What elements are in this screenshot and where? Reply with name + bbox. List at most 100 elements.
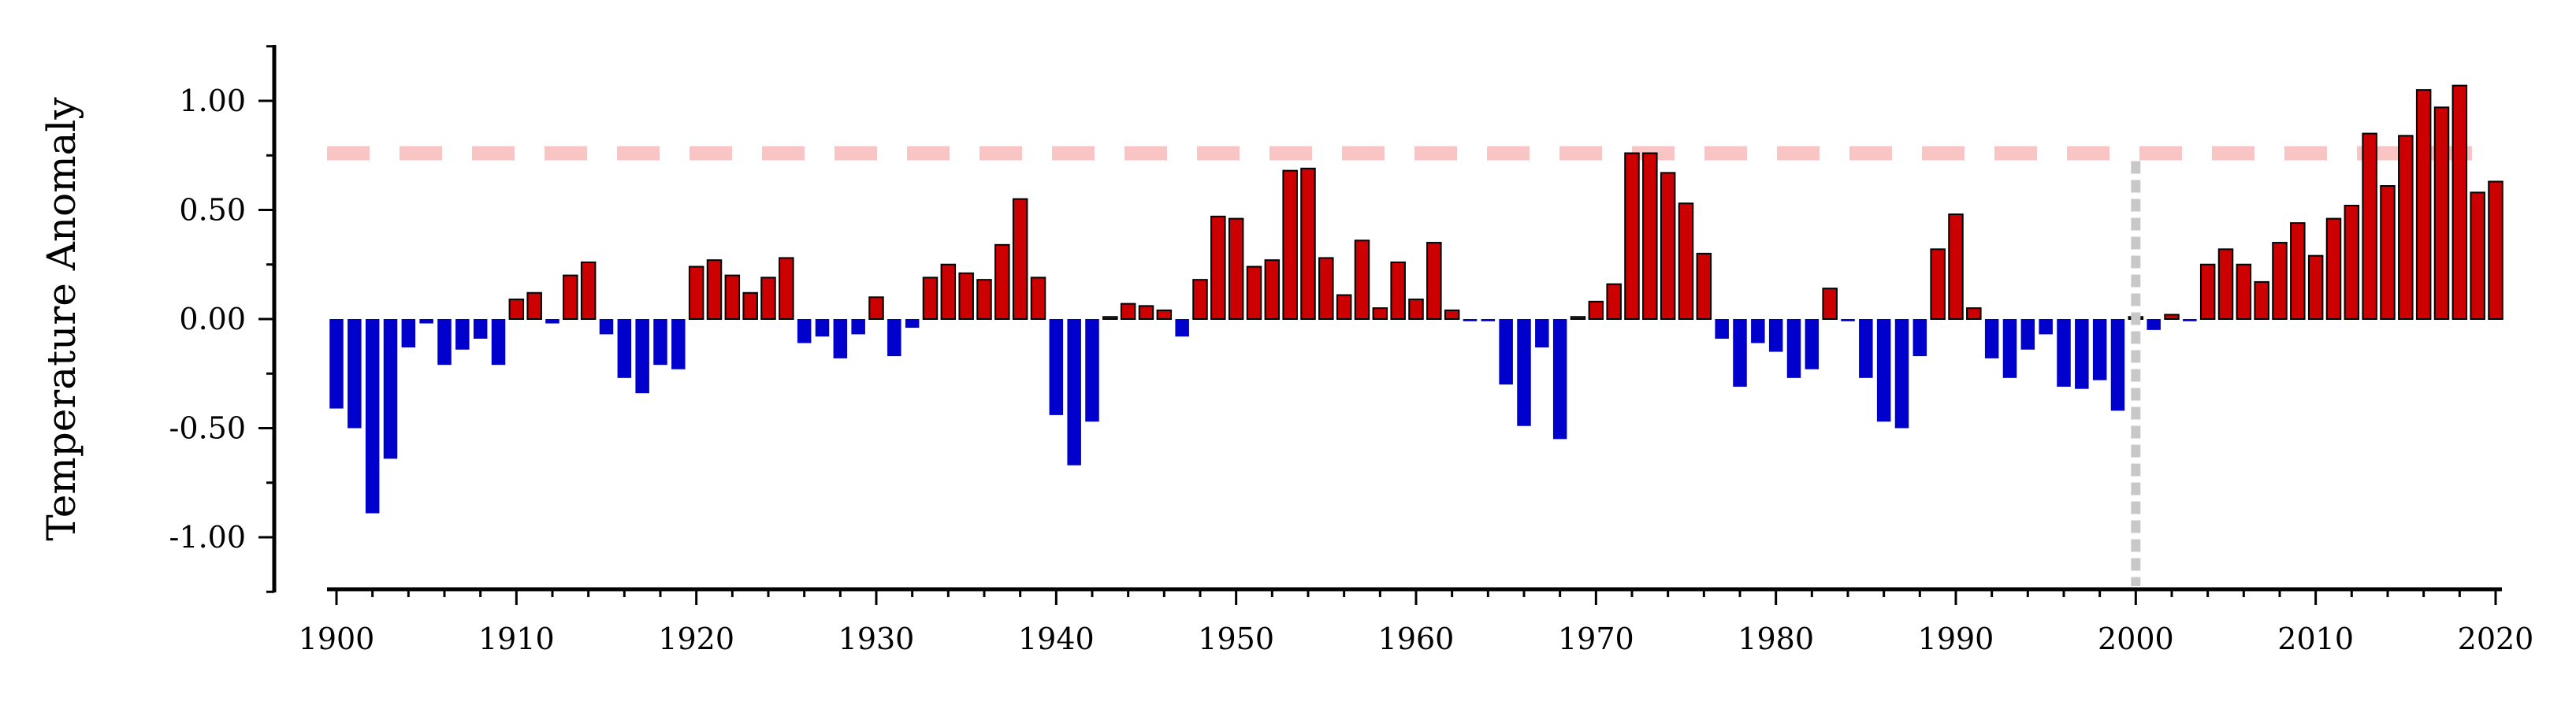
bar-1957 <box>1354 239 1370 320</box>
bar-2005 <box>2217 248 2234 320</box>
bar-1931 <box>887 319 901 357</box>
bar-1960 <box>1408 299 1424 321</box>
bar-1906 <box>437 319 452 366</box>
bar-1904 <box>401 319 416 348</box>
bar-1913 <box>563 274 578 321</box>
y-tick-label: 0.50 <box>179 193 246 228</box>
bar-1984 <box>1841 319 1855 321</box>
bar-1946 <box>1156 309 1173 321</box>
bar-1985 <box>1859 319 1873 378</box>
x-tick-label: 2010 <box>2277 622 2354 656</box>
bar-1971 <box>1606 283 1622 320</box>
x-tick-label: 1980 <box>1738 622 1814 656</box>
bar-1989 <box>1930 248 1946 320</box>
bar-1945 <box>1138 305 1154 321</box>
x-tick-label: 1940 <box>1018 622 1095 656</box>
bar-1938 <box>1012 198 1028 320</box>
bar-1918 <box>653 319 667 366</box>
bar-1928 <box>833 319 848 358</box>
bar-1970 <box>1588 300 1604 320</box>
bar-1925 <box>779 257 794 320</box>
bar-2013 <box>2362 132 2377 320</box>
bar-1975 <box>1678 202 1694 320</box>
x-tick-label: 2000 <box>2098 622 2174 656</box>
bar-1972 <box>1624 152 1640 320</box>
x-tick-label: 1930 <box>838 622 915 656</box>
bar-1959 <box>1390 261 1406 321</box>
bar-2003 <box>2183 319 2197 321</box>
bar-1934 <box>940 263 957 320</box>
bar-1964 <box>1481 319 1496 321</box>
bar-1997 <box>2075 319 2089 389</box>
bar-2002 <box>2164 314 2180 320</box>
bar-1987 <box>1894 319 1909 429</box>
bar-1930 <box>868 296 884 320</box>
bar-1917 <box>635 319 649 394</box>
bar-1958 <box>1372 307 1388 320</box>
x-tick-label: 1920 <box>658 622 734 656</box>
bar-2012 <box>2344 204 2360 320</box>
bar-1920 <box>688 265 704 320</box>
y-tick-label: -1.00 <box>169 520 246 555</box>
bar-1947 <box>1175 319 1189 337</box>
bar-1953 <box>1282 169 1298 320</box>
bar-1940 <box>1049 319 1064 415</box>
bar-1996 <box>2057 319 2071 387</box>
bar-1968 <box>1552 319 1567 440</box>
bar-1905 <box>419 319 433 324</box>
bar-1916 <box>617 319 632 378</box>
bar-1915 <box>599 319 614 335</box>
bar-1903 <box>383 319 398 459</box>
bar-1967 <box>1535 319 1549 348</box>
x-tick-label: 1990 <box>1918 622 1994 656</box>
bar-2008 <box>2272 242 2288 320</box>
bar-1962 <box>1444 309 1460 321</box>
bar-1952 <box>1264 259 1281 320</box>
bar-2010 <box>2307 254 2324 321</box>
x-tick-label: 1970 <box>1558 622 1634 656</box>
bar-1995 <box>2039 319 2053 335</box>
bar-1955 <box>1318 257 1334 320</box>
bar-1927 <box>815 319 830 337</box>
bar-1902 <box>365 319 380 514</box>
bar-2014 <box>2380 185 2396 320</box>
bar-1986 <box>1876 319 1891 422</box>
bar-1978 <box>1733 319 1747 387</box>
x-tick-label: 1900 <box>299 622 375 656</box>
bar-2020 <box>2488 180 2504 320</box>
y-axis-title: Temperature Anomaly <box>39 97 84 541</box>
bar-1943 <box>1102 316 1118 321</box>
x-tick-label: 1960 <box>1378 622 1455 656</box>
bar-1983 <box>1822 288 1838 320</box>
bar-2016 <box>2415 89 2432 321</box>
bar-1941 <box>1067 319 1081 466</box>
bar-1924 <box>760 277 776 320</box>
y-tick-label: 0.00 <box>179 302 246 336</box>
x-tick-label: 1910 <box>478 622 555 656</box>
bar-1969 <box>1570 316 1586 321</box>
bar-1979 <box>1751 319 1765 343</box>
bar-2011 <box>2325 217 2342 320</box>
bar-1908 <box>473 319 488 339</box>
bar-1973 <box>1642 152 1658 320</box>
bar-1933 <box>922 277 939 320</box>
bar-1998 <box>2092 319 2107 380</box>
bar-1949 <box>1210 215 1226 320</box>
bar-1994 <box>2020 319 2035 350</box>
bar-1912 <box>545 319 559 324</box>
bar-2009 <box>2290 222 2306 320</box>
bar-1939 <box>1030 277 1046 320</box>
bar-1990 <box>1948 213 1964 321</box>
axes-layer: 1.00 0.50 0.00 -0.50 -1.00 1900 1910 1920 1930 19… <box>169 45 2533 656</box>
bar-1961 <box>1426 242 1442 320</box>
bar-1954 <box>1300 167 1316 320</box>
y-tick-label: -0.50 <box>169 411 246 446</box>
bar-1936 <box>976 279 992 321</box>
bar-1937 <box>994 243 1010 321</box>
bar-1921 <box>706 259 723 320</box>
bar-1948 <box>1192 279 1208 321</box>
bar-1982 <box>1805 319 1820 369</box>
bar-1932 <box>905 319 920 329</box>
bar-1900 <box>329 319 344 409</box>
